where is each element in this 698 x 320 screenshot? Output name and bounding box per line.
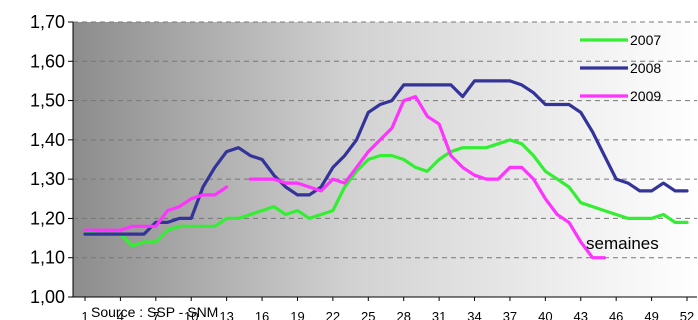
series-line-2009 [83, 95, 606, 260]
x-tick-label: 16 [255, 309, 269, 320]
legend-label-2009: 2009 [630, 88, 661, 104]
x-tick-label: 19 [290, 309, 304, 320]
y-tick-label: 1,00 [30, 287, 65, 307]
y-tick-label: 1,30 [30, 169, 65, 189]
legend-label-2008: 2008 [630, 60, 661, 76]
x-tick-label: 37 [503, 309, 517, 320]
x-tick-label: 25 [361, 309, 375, 320]
x-tick-label: 1 [81, 309, 88, 320]
x-tick-label: 34 [467, 309, 481, 320]
x-axis: 1 4 7 10 13 16 19 22 25 28 31 34 37 40 43 46 49 52 [73, 296, 697, 320]
y-tick-label: 1,50 [30, 91, 65, 111]
y-tick-label: 1,20 [30, 208, 65, 228]
series-line-2008 [83, 79, 689, 236]
x-tick-label: 13 [219, 309, 233, 320]
x-tick-label: 4 [117, 309, 124, 320]
x-tick-label: 22 [326, 309, 340, 320]
x-tick-label: 52 [680, 309, 694, 320]
series-line-2007 [83, 138, 689, 248]
x-tick-label: 31 [432, 309, 446, 320]
x-tick-label: 10 [184, 309, 198, 320]
y-tick-label: 1,40 [30, 130, 65, 150]
y-axis: 1,00 1,10 1,20 1,30 1,40 1,50 1,60 1,70 [30, 12, 74, 307]
source-note: Source : SSP - SNM [91, 304, 218, 320]
x-tick-label: 43 [574, 309, 588, 320]
x-tick-label: 7 [152, 309, 159, 320]
x-tick-label: 40 [538, 309, 552, 320]
legend: 2007 2008 2009 [580, 32, 661, 104]
legend-label-2007: 2007 [630, 32, 661, 48]
plot-area-background [73, 22, 697, 297]
series-lines [83, 79, 689, 260]
x-axis-label: semaines [586, 234, 659, 253]
y-tick-label: 1,60 [30, 51, 65, 71]
x-tick-label: 28 [396, 309, 410, 320]
x-tick-label: 49 [644, 309, 658, 320]
y-tick-label: 1,10 [30, 248, 65, 268]
x-tick-label: 46 [609, 309, 623, 320]
y-tick-label: 1,70 [30, 12, 65, 32]
